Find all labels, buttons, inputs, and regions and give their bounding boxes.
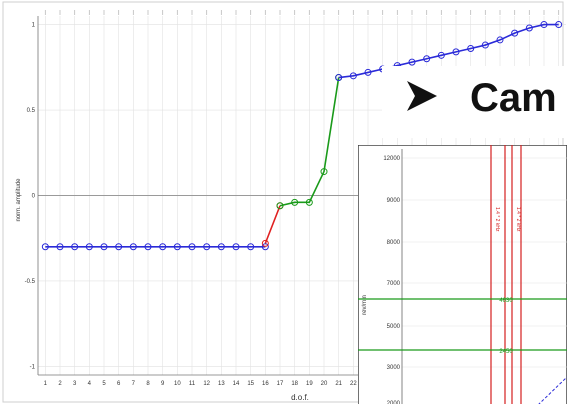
campbell-grid — [401, 149, 567, 404]
data-point — [335, 74, 343, 82]
series-path — [264, 205, 281, 244]
data-point — [364, 68, 372, 76]
x-tick-label: 9 — [161, 381, 165, 387]
data-point — [261, 239, 269, 247]
x-tick-label: 2 — [58, 381, 62, 387]
y-tick-label: 0.5 — [27, 108, 36, 114]
data-point — [408, 58, 416, 66]
data-point — [115, 243, 123, 251]
data-point — [71, 243, 79, 251]
x-tick-label: 19 — [306, 381, 313, 387]
engine-order-line — [538, 376, 567, 404]
y-axis-label: norm. amplitude — [16, 178, 22, 222]
arrow-bullet-icon — [407, 81, 437, 111]
x-tick-label: 1 — [44, 381, 48, 387]
y-tick-label: -1 — [30, 364, 36, 370]
data-series — [41, 21, 563, 251]
campbell-y-tick-label: 5000 — [387, 324, 401, 330]
y-tick-label: 0 — [32, 194, 36, 200]
data-point — [276, 202, 284, 210]
series-line — [41, 243, 269, 251]
x-tick-label: 21 — [335, 381, 342, 387]
campbell-y-tick-label: 8000 — [387, 240, 401, 246]
x-tick-label: 22 — [350, 381, 357, 387]
series-line — [335, 21, 563, 82]
data-point — [129, 243, 137, 251]
x-tick-label: 11 — [189, 381, 196, 387]
data-point — [511, 29, 519, 37]
data-point — [349, 72, 357, 80]
campbell-y-tick-label: 7000 — [387, 281, 401, 287]
x-tick-label: 12 — [203, 381, 210, 387]
x-tick-label: 5 — [102, 381, 106, 387]
slide-title-area: Cam — [382, 66, 567, 138]
data-point — [247, 243, 255, 251]
series-path — [279, 77, 340, 207]
data-point — [291, 198, 299, 206]
data-point — [452, 48, 460, 56]
x-tick-label: 20 — [321, 381, 328, 387]
x-tick-label: 8 — [146, 381, 150, 387]
excitation-line-label: 1.4 * 2 kHz — [494, 207, 500, 232]
natural-frequency-label: 4630 — [499, 298, 513, 304]
data-point — [173, 243, 181, 251]
slide-title: Cam — [470, 76, 557, 120]
data-point — [437, 51, 445, 59]
x-tick-label: 17 — [277, 381, 284, 387]
data-point — [320, 168, 328, 176]
data-point — [41, 243, 49, 251]
data-point — [159, 243, 167, 251]
data-point — [56, 243, 64, 251]
campbell-y-tick-label: 9000 — [387, 198, 401, 204]
data-point — [100, 243, 108, 251]
campbell-y-tick-label: 2000 — [387, 401, 401, 404]
data-point — [305, 198, 313, 206]
x-tick-label: 18 — [291, 381, 298, 387]
data-point — [85, 243, 93, 251]
x-tick-label: 16 — [262, 381, 269, 387]
data-point — [423, 55, 431, 63]
excitation-line-label: 1.4 * 2 kHz — [515, 207, 521, 232]
campbell-lines: 1.4 * 2 kHz 1.4 * 2 kHz 4630 2450 — [358, 145, 567, 404]
x-tick-label: 6 — [117, 381, 121, 387]
data-point — [525, 24, 533, 32]
campbell-y-tick-label: 12000 — [383, 156, 400, 162]
x-tick-label: 3 — [73, 381, 77, 387]
y-tick-labels: -1 -0.5 0 0.5 1 — [25, 23, 36, 371]
data-point — [217, 243, 225, 251]
data-point — [261, 243, 269, 251]
data-point — [203, 243, 211, 251]
x-tick-label: 7 — [132, 381, 136, 387]
data-point — [481, 41, 489, 49]
x-tick-label: 14 — [233, 381, 240, 387]
campbell-y-ticks: 12000 9000 8000 7000 5000 3000 2000 — [383, 156, 400, 404]
x-tick-label: 10 — [174, 381, 181, 387]
x-tick-label: 15 — [247, 381, 254, 387]
data-point — [144, 243, 152, 251]
y-tick-label: 1 — [32, 23, 36, 29]
campbell-diagram: 12000 9000 8000 7000 5000 3000 2000 rev/min 1.… — [358, 145, 567, 404]
x-tick-label: 13 — [218, 381, 225, 387]
data-point — [540, 21, 548, 29]
y-tick-label: -0.5 — [25, 279, 36, 285]
data-point — [467, 44, 475, 52]
campbell-y-axis-label: rev/min — [362, 295, 368, 315]
natural-frequency-label: 2450 — [499, 349, 513, 355]
x-axis-label: d.o.f. — [291, 393, 309, 402]
data-point — [496, 36, 504, 44]
series-path — [338, 23, 559, 79]
data-point — [232, 243, 240, 251]
data-point — [188, 243, 196, 251]
data-point — [555, 21, 563, 29]
x-tick-label: 4 — [88, 381, 92, 387]
campbell-y-tick-label: 3000 — [387, 365, 401, 371]
